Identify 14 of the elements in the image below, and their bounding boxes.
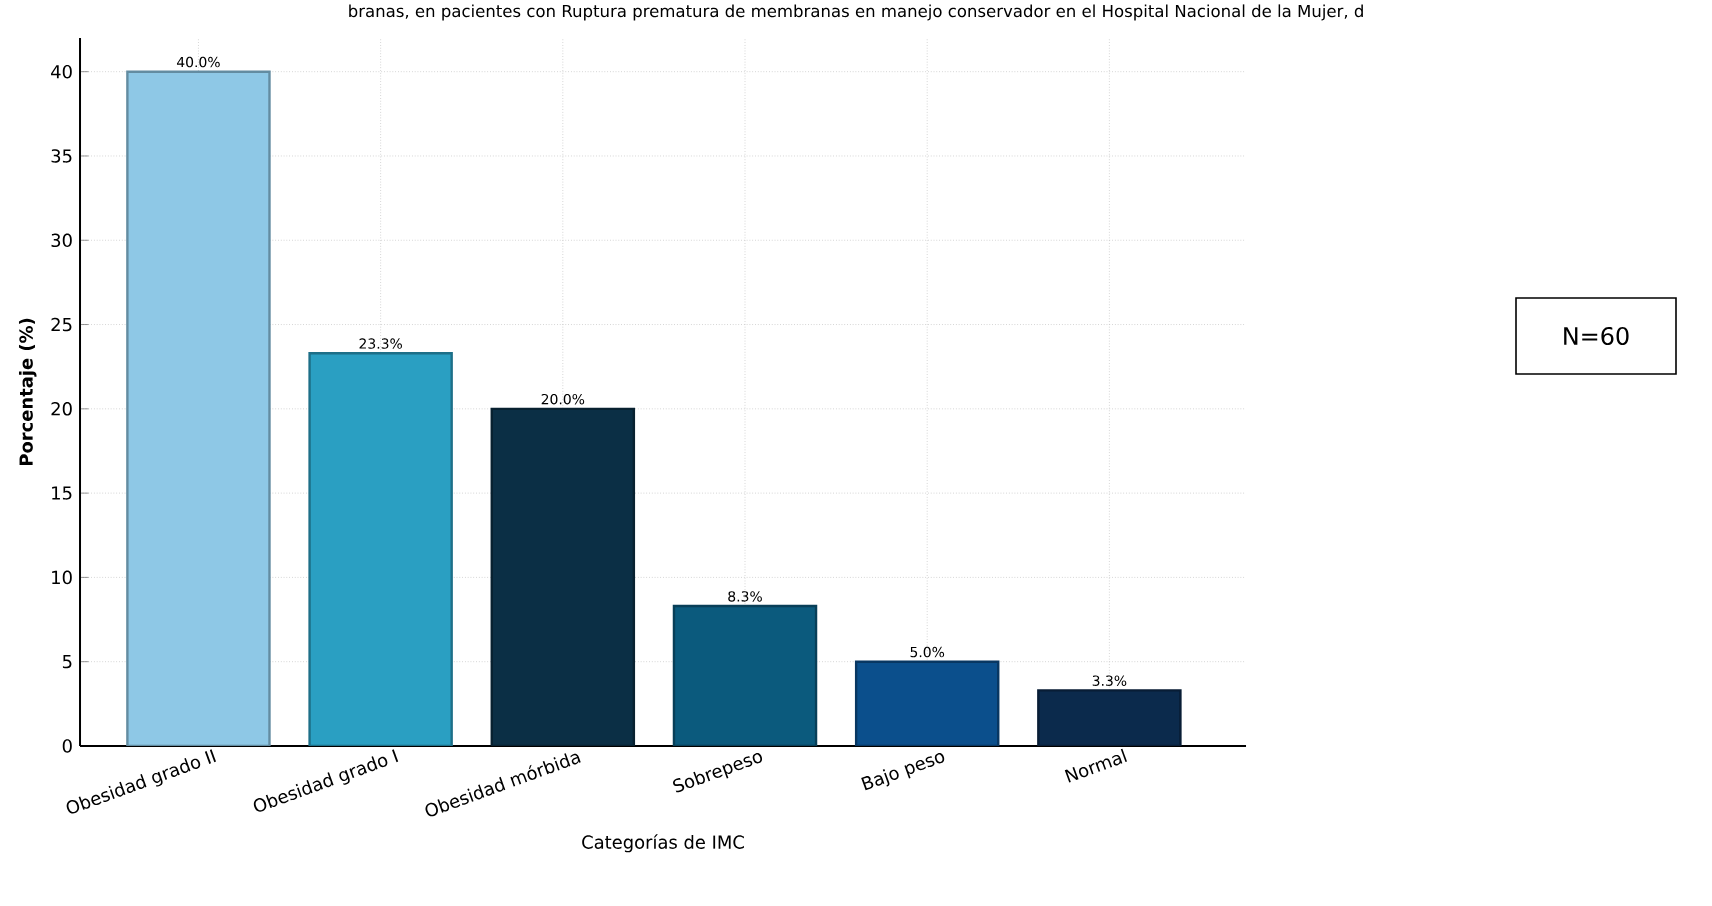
x-axis-title: Categorías de IMC [582, 834, 744, 853]
y-axis-title: Porcentaje (%) [18, 318, 37, 466]
y-tick-label: 5 [62, 655, 72, 669]
y-tick-label: 30 [51, 233, 72, 248]
text: N=60 [1564, 326, 1629, 346]
y-tick-label: 20 [51, 402, 72, 416]
x-tick-label: Bajo peso [861, 753, 945, 791]
y-tick-label: 35 [51, 149, 72, 163]
chart-title: branas, en pacientes con Ruptura prematura de membranas en manejo conservador en el Hospital Nacional de la Mujer, d [349, 4, 1363, 21]
y-tick-label: 10 [52, 570, 72, 585]
y-tick-label: 40 [51, 64, 72, 79]
y-tick-label: 0 [62, 739, 72, 753]
y-tick-label: 25 [51, 317, 72, 332]
y-tick-label: 15 [52, 486, 72, 500]
